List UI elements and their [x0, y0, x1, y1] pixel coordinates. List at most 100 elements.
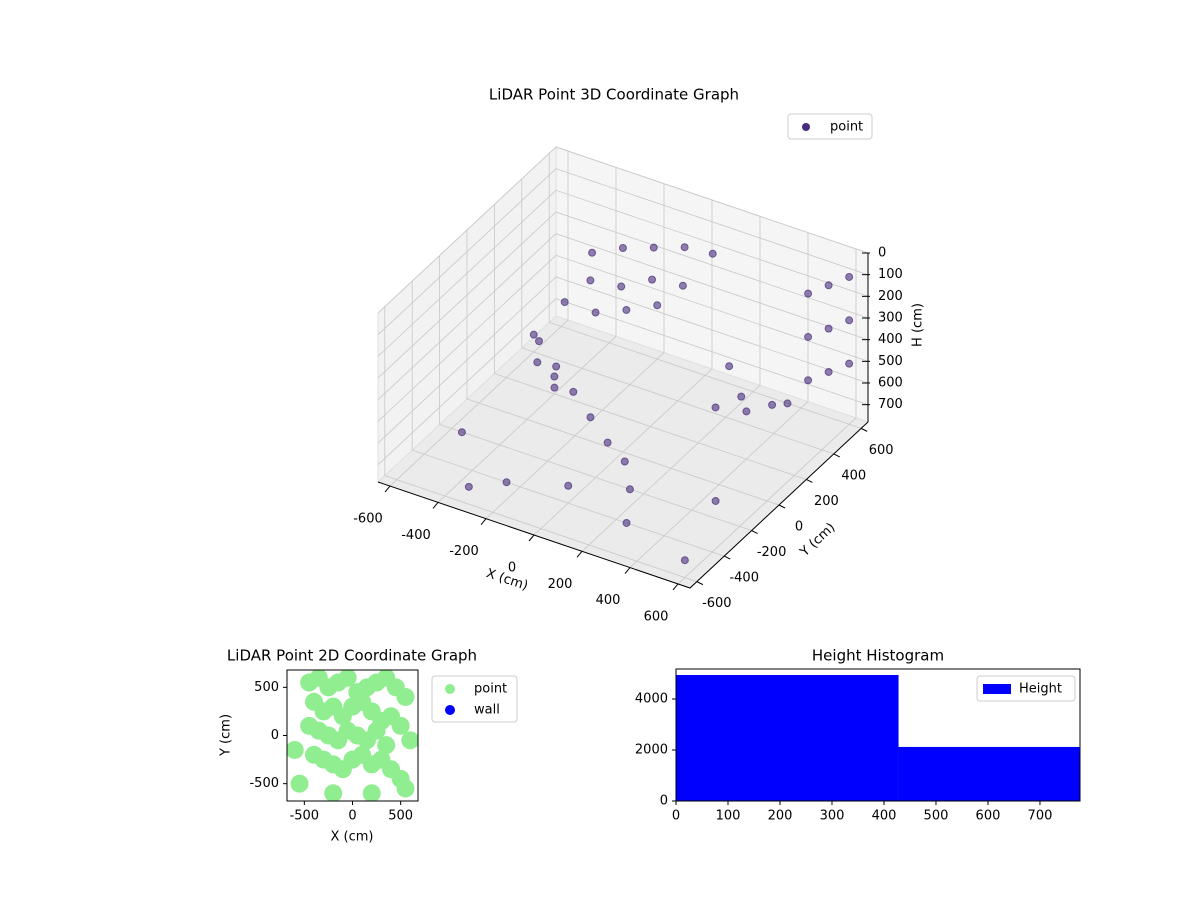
- point: [648, 275, 657, 284]
- point: [550, 383, 559, 392]
- y-tick-label: 0: [271, 728, 279, 743]
- tick-mark: [432, 502, 439, 509]
- grid-line: [377, 146, 869, 314]
- tick-mark: [384, 485, 391, 493]
- x-tick-label: -600: [353, 512, 383, 527]
- point: [804, 332, 813, 341]
- point: [550, 372, 559, 381]
- point: [533, 358, 542, 367]
- y-axis-label: Y (cm): [219, 714, 234, 757]
- grid-line: [377, 189, 869, 357]
- point: [377, 736, 396, 755]
- point: [591, 308, 600, 317]
- legend-box: [976, 675, 1076, 702]
- point: [603, 438, 612, 447]
- z-tick-label: 400: [878, 332, 903, 347]
- point: [564, 481, 573, 490]
- point: [396, 779, 415, 798]
- point: [618, 244, 627, 252]
- point: [464, 482, 473, 491]
- point: [287, 740, 304, 759]
- grid-line: [437, 167, 617, 503]
- point: [552, 362, 561, 371]
- point: [625, 485, 634, 494]
- tick-mark: [480, 518, 487, 526]
- legend-marker: [802, 123, 810, 131]
- tick-mark: [860, 427, 868, 432]
- z-tick-label: 700: [878, 397, 903, 412]
- point: [804, 289, 813, 298]
- tick-mark: [528, 534, 535, 542]
- x-tick-label: -500: [290, 809, 320, 824]
- grid-line: [384, 306, 697, 582]
- point: [711, 496, 720, 505]
- point: [367, 721, 386, 740]
- grid-line: [485, 183, 665, 519]
- z-tick-label: 300: [878, 311, 903, 326]
- point: [560, 298, 569, 307]
- grid-line: [581, 216, 761, 552]
- y-tick-label: 600: [869, 443, 894, 458]
- point: [396, 687, 415, 706]
- point: [804, 376, 813, 385]
- tick-mark: [806, 479, 813, 483]
- x-tick-label: 400: [872, 809, 897, 824]
- point: [457, 428, 466, 437]
- tick-mark: [833, 453, 840, 458]
- chart-title: Height Histogram: [812, 647, 944, 665]
- x-tick-label: 400: [596, 593, 621, 608]
- y-tick-label: -200: [757, 545, 787, 560]
- point: [622, 305, 631, 314]
- tick-mark: [672, 583, 679, 591]
- grid-line: [377, 211, 869, 379]
- grid-line: [629, 232, 809, 568]
- point: [535, 337, 543, 346]
- point: [569, 387, 578, 396]
- x-tick-label: 300: [820, 809, 845, 824]
- x-tick-label: 0: [508, 561, 516, 576]
- point: [725, 362, 734, 371]
- point: [737, 392, 746, 401]
- legend-label: point: [830, 120, 863, 135]
- z-tick-label: 500: [878, 354, 903, 369]
- point: [680, 243, 689, 252]
- legend-box: [787, 113, 873, 140]
- x-tick-label: -400: [401, 528, 431, 543]
- grid-line: [521, 178, 834, 455]
- point: [783, 399, 792, 408]
- point: [401, 731, 418, 750]
- y-tick-label: 0: [660, 794, 668, 809]
- tick-mark: [576, 550, 583, 558]
- point: [680, 556, 689, 565]
- x-tick-label: -200: [449, 544, 479, 559]
- grid-line: [466, 230, 780, 506]
- plot-frame: [675, 668, 1081, 802]
- point: [529, 330, 538, 339]
- bar: [898, 746, 1080, 801]
- point: [845, 316, 854, 325]
- point: [653, 301, 662, 310]
- grid-line: [389, 151, 569, 487]
- point: [824, 367, 833, 376]
- legend-label: Height: [1019, 682, 1062, 697]
- point: [620, 457, 629, 466]
- point: [742, 407, 751, 416]
- grid-line: [377, 168, 869, 335]
- y-tick-label: -400: [729, 571, 759, 586]
- z-axis-label: H (cm): [911, 303, 926, 347]
- point: [678, 281, 687, 290]
- point: [768, 400, 777, 409]
- legend-marker: [983, 684, 1011, 694]
- legend-label: point: [474, 682, 507, 697]
- tick-mark: [696, 581, 704, 586]
- point: [824, 281, 833, 290]
- grid-line: [377, 233, 869, 400]
- axis-line: [377, 421, 869, 589]
- x-tick-label: 200: [768, 809, 793, 824]
- point: [362, 784, 381, 801]
- grid-line: [377, 254, 869, 422]
- tick-mark: [724, 555, 731, 560]
- x-tick-label: 100: [716, 809, 741, 824]
- grid-line: [377, 276, 869, 444]
